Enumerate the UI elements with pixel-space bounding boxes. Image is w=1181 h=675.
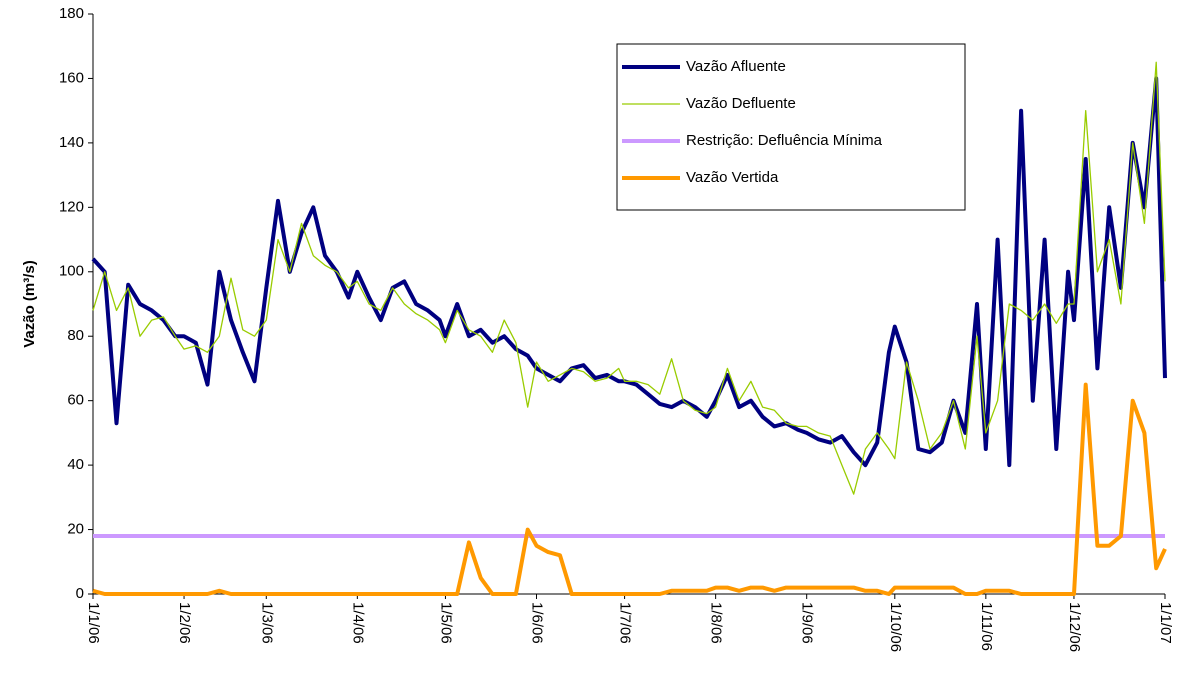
y-tick-label: 40 <box>67 456 84 473</box>
x-tick-label: 1/1/07 <box>1157 602 1174 644</box>
y-axis-label: Vazão (m³/s) <box>21 260 38 348</box>
x-tick-label: 1/5/06 <box>437 602 454 644</box>
y-tick-label: 60 <box>67 392 84 409</box>
y-tick-label: 180 <box>59 5 84 22</box>
legend-label: Vazão Defluente <box>686 95 796 112</box>
y-tick-label: 20 <box>67 521 84 538</box>
x-tick-label: 1/6/06 <box>529 602 546 644</box>
x-tick-label: 1/2/06 <box>176 602 193 644</box>
legend-box <box>616 43 966 211</box>
x-tick-label: 1/12/06 <box>1066 602 1083 652</box>
x-tick-label: 1/8/06 <box>708 602 725 644</box>
x-tick-label: 1/10/06 <box>887 602 904 652</box>
y-tick-label: 0 <box>76 585 84 602</box>
y-tick-label: 160 <box>59 69 84 86</box>
legend-label: Vazão Vertida <box>686 169 779 186</box>
legend-label: Vazão Afluente <box>686 58 786 75</box>
legend-label: Restrição: Defluência Mínima <box>686 132 883 149</box>
x-tick-label: 1/11/06 <box>978 602 995 651</box>
y-tick-label: 140 <box>59 134 84 151</box>
y-tick-label: 80 <box>67 327 84 344</box>
series-line <box>91 76 1167 468</box>
series-line <box>92 61 1166 495</box>
x-tick-label: 1/4/06 <box>349 602 366 644</box>
x-tick-label: 1/7/06 <box>617 602 634 644</box>
y-tick-label: 120 <box>59 198 84 215</box>
series-line <box>92 382 1167 596</box>
x-tick-label: 1/3/06 <box>258 602 275 644</box>
y-tick-label: 100 <box>59 263 84 280</box>
x-tick-label: 1/1/06 <box>85 602 102 644</box>
x-tick-label: 1/9/06 <box>799 602 816 644</box>
